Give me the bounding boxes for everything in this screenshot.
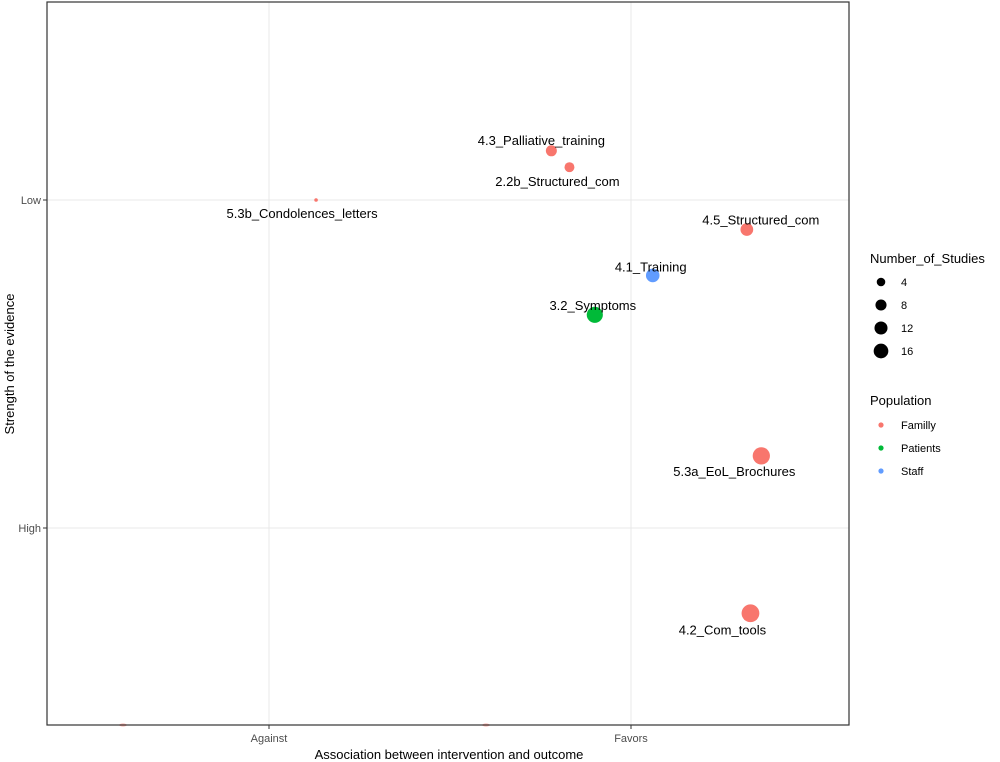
color-legend-label: Familly (901, 420, 936, 432)
points-layer (314, 145, 770, 623)
size-legend-label: 4 (901, 277, 907, 289)
point-label: 4.1_Training (615, 259, 687, 274)
point-label: 2.2b_Structured_com (495, 174, 619, 189)
plot-border (46, 1, 850, 726)
size-legend-label: 8 (901, 300, 907, 312)
data-point (564, 162, 575, 173)
data-point (645, 268, 660, 283)
data-point (314, 198, 318, 202)
data-point (545, 145, 557, 157)
size-legend-title: Number_of_Studies (870, 251, 985, 266)
labels-layer: 4.3_Palliative_training 2.2b_Structured_c… (227, 133, 820, 637)
data-point (740, 223, 754, 236)
size-legend-label: 12 (901, 323, 913, 335)
point-label: 3.2_Symptoms (549, 298, 636, 313)
y-tick-label: High (18, 523, 41, 535)
color-legend-label: Staff (901, 466, 924, 478)
data-point (752, 447, 770, 465)
size-legend-items: 4 8 12 16 (873, 277, 913, 359)
size-legend-key (875, 299, 887, 311)
size-legend-key (874, 321, 888, 335)
size-legend-key (876, 277, 886, 287)
color-legend-title: Population (870, 393, 931, 408)
y-axis-title: Strength of the evidence (2, 294, 17, 435)
point-label: 5.3b_Condolences_letters (227, 206, 379, 221)
point-label: 5.3a_EoL_Brochures (673, 464, 796, 479)
color-legend-key (878, 422, 884, 428)
size-legend: Number_of_Studies 4 8 12 16 (870, 251, 985, 359)
point-label: 4.3_Palliative_training (478, 133, 605, 148)
data-point (586, 306, 603, 323)
color-legend-key (878, 468, 884, 474)
size-legend-label: 16 (901, 346, 913, 358)
data-point (741, 604, 760, 623)
y-tick-label: Low (21, 195, 41, 207)
size-legend-key (873, 343, 889, 359)
color-legend-items: Familly Patients Staff (878, 420, 941, 478)
color-legend-key (878, 445, 884, 451)
plot-panel (47, 2, 849, 725)
x-axis-title: Association between intervention and out… (315, 747, 584, 762)
x-tick-label: Favors (614, 733, 648, 745)
color-legend-label: Patients (901, 443, 941, 455)
point-label: 4.2_Com_tools (679, 622, 767, 637)
x-tick-label: Against (251, 733, 288, 745)
point-label: 4.5_Structured_com (702, 213, 819, 228)
color-legend: Population Familly Patients Staff (870, 393, 941, 478)
